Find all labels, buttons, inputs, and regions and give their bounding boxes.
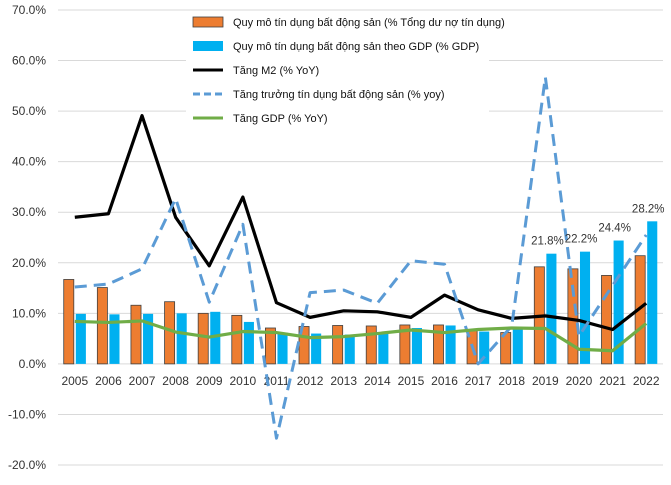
- legend: Quy mô tín dụng bất động sản (% Tổng dư …: [186, 12, 505, 134]
- x-tick-label: 2020: [566, 374, 593, 388]
- bar: [647, 221, 658, 364]
- x-tick-label: 2013: [330, 374, 357, 388]
- y-tick-label: 40.0%: [12, 155, 46, 169]
- bar: [567, 268, 579, 365]
- x-tick-label: 2010: [230, 374, 257, 388]
- bar: [512, 328, 523, 364]
- bar: [231, 314, 243, 365]
- legend-swatch: [193, 41, 223, 51]
- bar: [75, 313, 86, 364]
- data-label: 21.8%: [531, 236, 564, 248]
- x-tick-label: 2019: [532, 374, 559, 388]
- bar: [243, 321, 254, 364]
- y-tick-label: 10.0%: [12, 306, 46, 320]
- legend-swatch: [192, 16, 224, 28]
- y-tick-label: 20.0%: [12, 256, 46, 270]
- series-line: [74, 75, 648, 440]
- x-tick-label: 2018: [498, 374, 525, 388]
- bar: [176, 313, 187, 364]
- legend-label: Tăng M2 (% YoY): [233, 65, 319, 77]
- x-tick-label: 2017: [465, 374, 492, 388]
- x-axis-ticks: 2005 2006 2007 2008 2009 2010 2011 2012 2013 2014…: [61, 374, 659, 388]
- legend-label: Quy mô tín dụng bất động sản theo GDP (%…: [233, 41, 479, 53]
- bar: [546, 253, 557, 364]
- x-tick-label: 2007: [129, 374, 156, 388]
- bar: [63, 279, 75, 365]
- y-tick-label: -20.0%: [8, 458, 46, 472]
- legend-label: Quy mô tín dụng bất động sản (% Tổng dư …: [233, 17, 505, 29]
- bar: [365, 325, 377, 365]
- bar: [96, 287, 108, 365]
- x-tick-label: 2006: [95, 374, 122, 388]
- bar: [311, 333, 322, 364]
- x-tick-label: 2015: [398, 374, 425, 388]
- x-tick-label: 2014: [364, 374, 391, 388]
- x-tick-label: 2022: [633, 374, 660, 388]
- bar: [601, 275, 612, 365]
- bar: [277, 332, 288, 364]
- legend-background: [186, 12, 489, 134]
- series-line: [74, 319, 648, 353]
- legend-label: Tăng GDP (% YoY): [233, 113, 328, 125]
- bar: [344, 334, 355, 364]
- y-tick-label: 50.0%: [12, 104, 46, 118]
- y-tick-label: 70.0%: [12, 3, 46, 17]
- bar: [109, 314, 120, 364]
- series-line: [74, 114, 648, 332]
- y-tick-label: 60.0%: [12, 54, 46, 68]
- x-tick-label: 2016: [431, 374, 458, 388]
- bar: [130, 304, 142, 365]
- legend-label: Tăng trưởng tín dụng bất động sản (% yoy…: [233, 89, 444, 101]
- bar: [613, 240, 624, 364]
- y-tick-label: 30.0%: [12, 205, 46, 219]
- data-label: 28.2%: [632, 203, 665, 215]
- bar: [579, 251, 591, 364]
- bar: [332, 325, 344, 365]
- bar: [197, 312, 209, 365]
- data-label: 22.2%: [565, 234, 598, 246]
- bar: [500, 332, 512, 365]
- y-tick-label: -10.0%: [8, 407, 46, 421]
- data-labels: 21.8% 22.2%24.4%28.2%: [531, 203, 664, 247]
- x-tick-label: 2005: [61, 374, 88, 388]
- x-tick-label: 2012: [297, 374, 324, 388]
- bar: [479, 331, 490, 364]
- bar-series: [63, 221, 658, 365]
- line-series: [74, 75, 648, 440]
- data-label: 24.4%: [598, 223, 631, 235]
- y-tick-label: 0.0%: [19, 357, 47, 371]
- bar: [210, 311, 221, 364]
- bar: [399, 324, 411, 365]
- x-tick-label: 2011: [264, 374, 290, 388]
- bar: [264, 327, 276, 365]
- bar: [411, 327, 422, 364]
- bar: [433, 324, 444, 365]
- y-axis-ticks: -20.0% -10.0% 0.0% 10.0% 20.0% 30.0% 40.0% 50.0…: [8, 3, 46, 472]
- x-tick-label: 2008: [162, 374, 189, 388]
- x-tick-label: 2009: [196, 374, 223, 388]
- x-tick-label: 2021: [599, 374, 626, 388]
- bar: [378, 332, 389, 364]
- bar: [143, 313, 154, 364]
- bar: [445, 325, 456, 364]
